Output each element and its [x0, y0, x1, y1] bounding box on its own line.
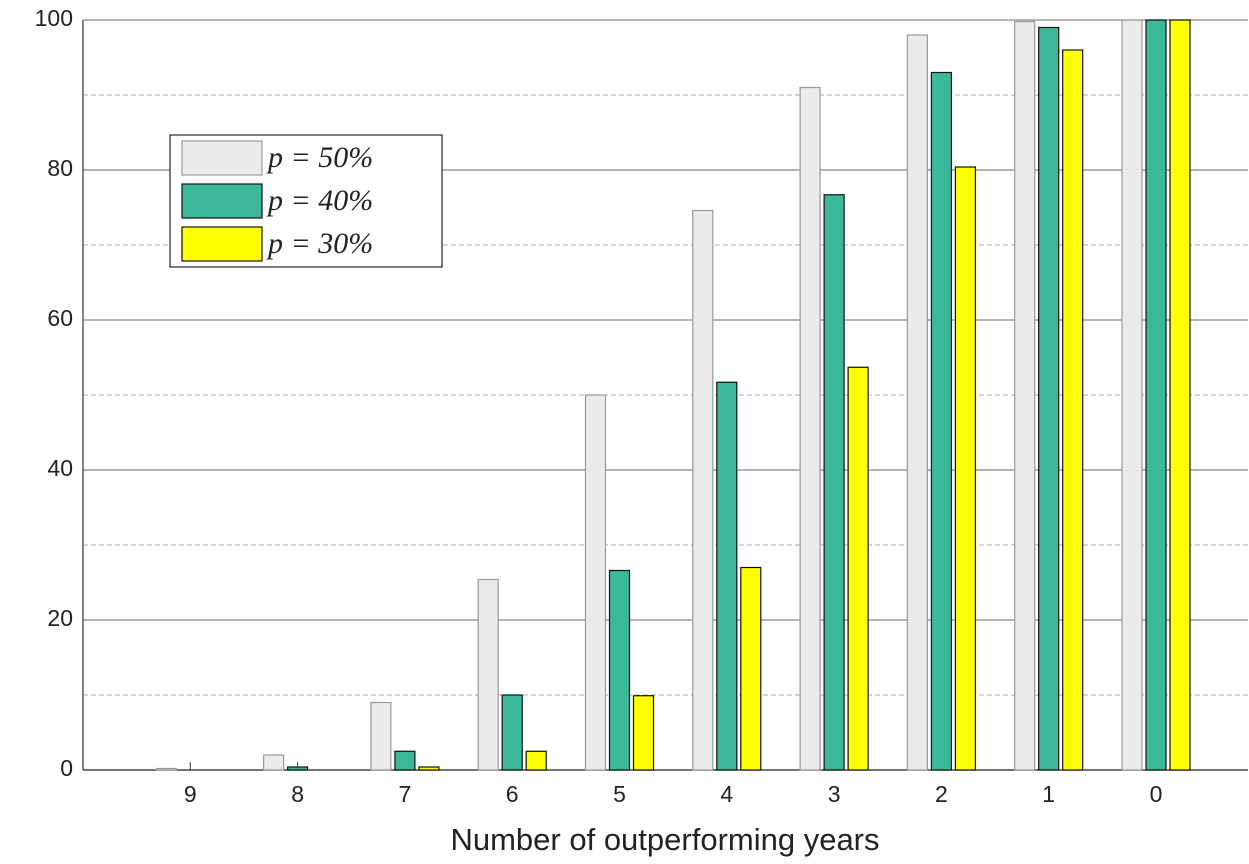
x-tick-label: 2 — [935, 781, 948, 807]
bar — [608, 569, 631, 771]
bar — [394, 750, 416, 771]
legend-label: p = 30% — [266, 227, 373, 260]
x-tick-label: 7 — [399, 781, 412, 807]
bar — [799, 86, 821, 771]
legend-swatch — [181, 140, 263, 176]
bar — [692, 209, 714, 771]
x-tick-label: 6 — [506, 781, 519, 807]
bar — [954, 166, 977, 771]
y-tick-label: 100 — [35, 5, 73, 31]
x-tick-label: 9 — [184, 781, 197, 807]
legend-swatch — [181, 183, 263, 219]
legend-label: p = 50% — [266, 141, 373, 174]
bar — [1014, 20, 1036, 771]
bar — [1169, 19, 1191, 771]
bar — [370, 701, 392, 771]
bar — [823, 194, 845, 771]
y-tick-label: 40 — [47, 455, 73, 481]
bar — [740, 566, 762, 771]
bar — [1062, 49, 1084, 771]
x-axis-label: Number of outperforming years — [450, 822, 879, 857]
x-tick-label: 0 — [1150, 781, 1163, 807]
bar — [287, 766, 309, 771]
y-tick-label: 0 — [60, 755, 73, 781]
legend-label: p = 40% — [266, 184, 373, 217]
y-tick-label: 20 — [47, 605, 73, 631]
bar — [1145, 19, 1167, 771]
bar — [477, 578, 499, 771]
x-tick-label: 8 — [291, 781, 304, 807]
bar — [930, 71, 953, 771]
bar — [906, 34, 929, 771]
x-tick-label: 5 — [613, 781, 626, 807]
bar — [525, 750, 547, 771]
y-tick-label: 60 — [47, 305, 73, 331]
x-tick-label: 4 — [720, 781, 733, 807]
x-tick-label: 3 — [828, 781, 841, 807]
bar — [501, 694, 523, 771]
y-tick-label: 80 — [47, 155, 73, 181]
bar — [584, 394, 607, 771]
bar — [263, 754, 285, 771]
bar — [1121, 19, 1143, 771]
bar — [155, 767, 177, 771]
bar — [847, 366, 869, 771]
x-tick-label: 1 — [1042, 781, 1055, 807]
bar — [716, 381, 738, 771]
bar — [1038, 26, 1060, 771]
bar — [418, 766, 440, 771]
bar — [632, 695, 655, 771]
legend-swatch — [181, 226, 263, 262]
